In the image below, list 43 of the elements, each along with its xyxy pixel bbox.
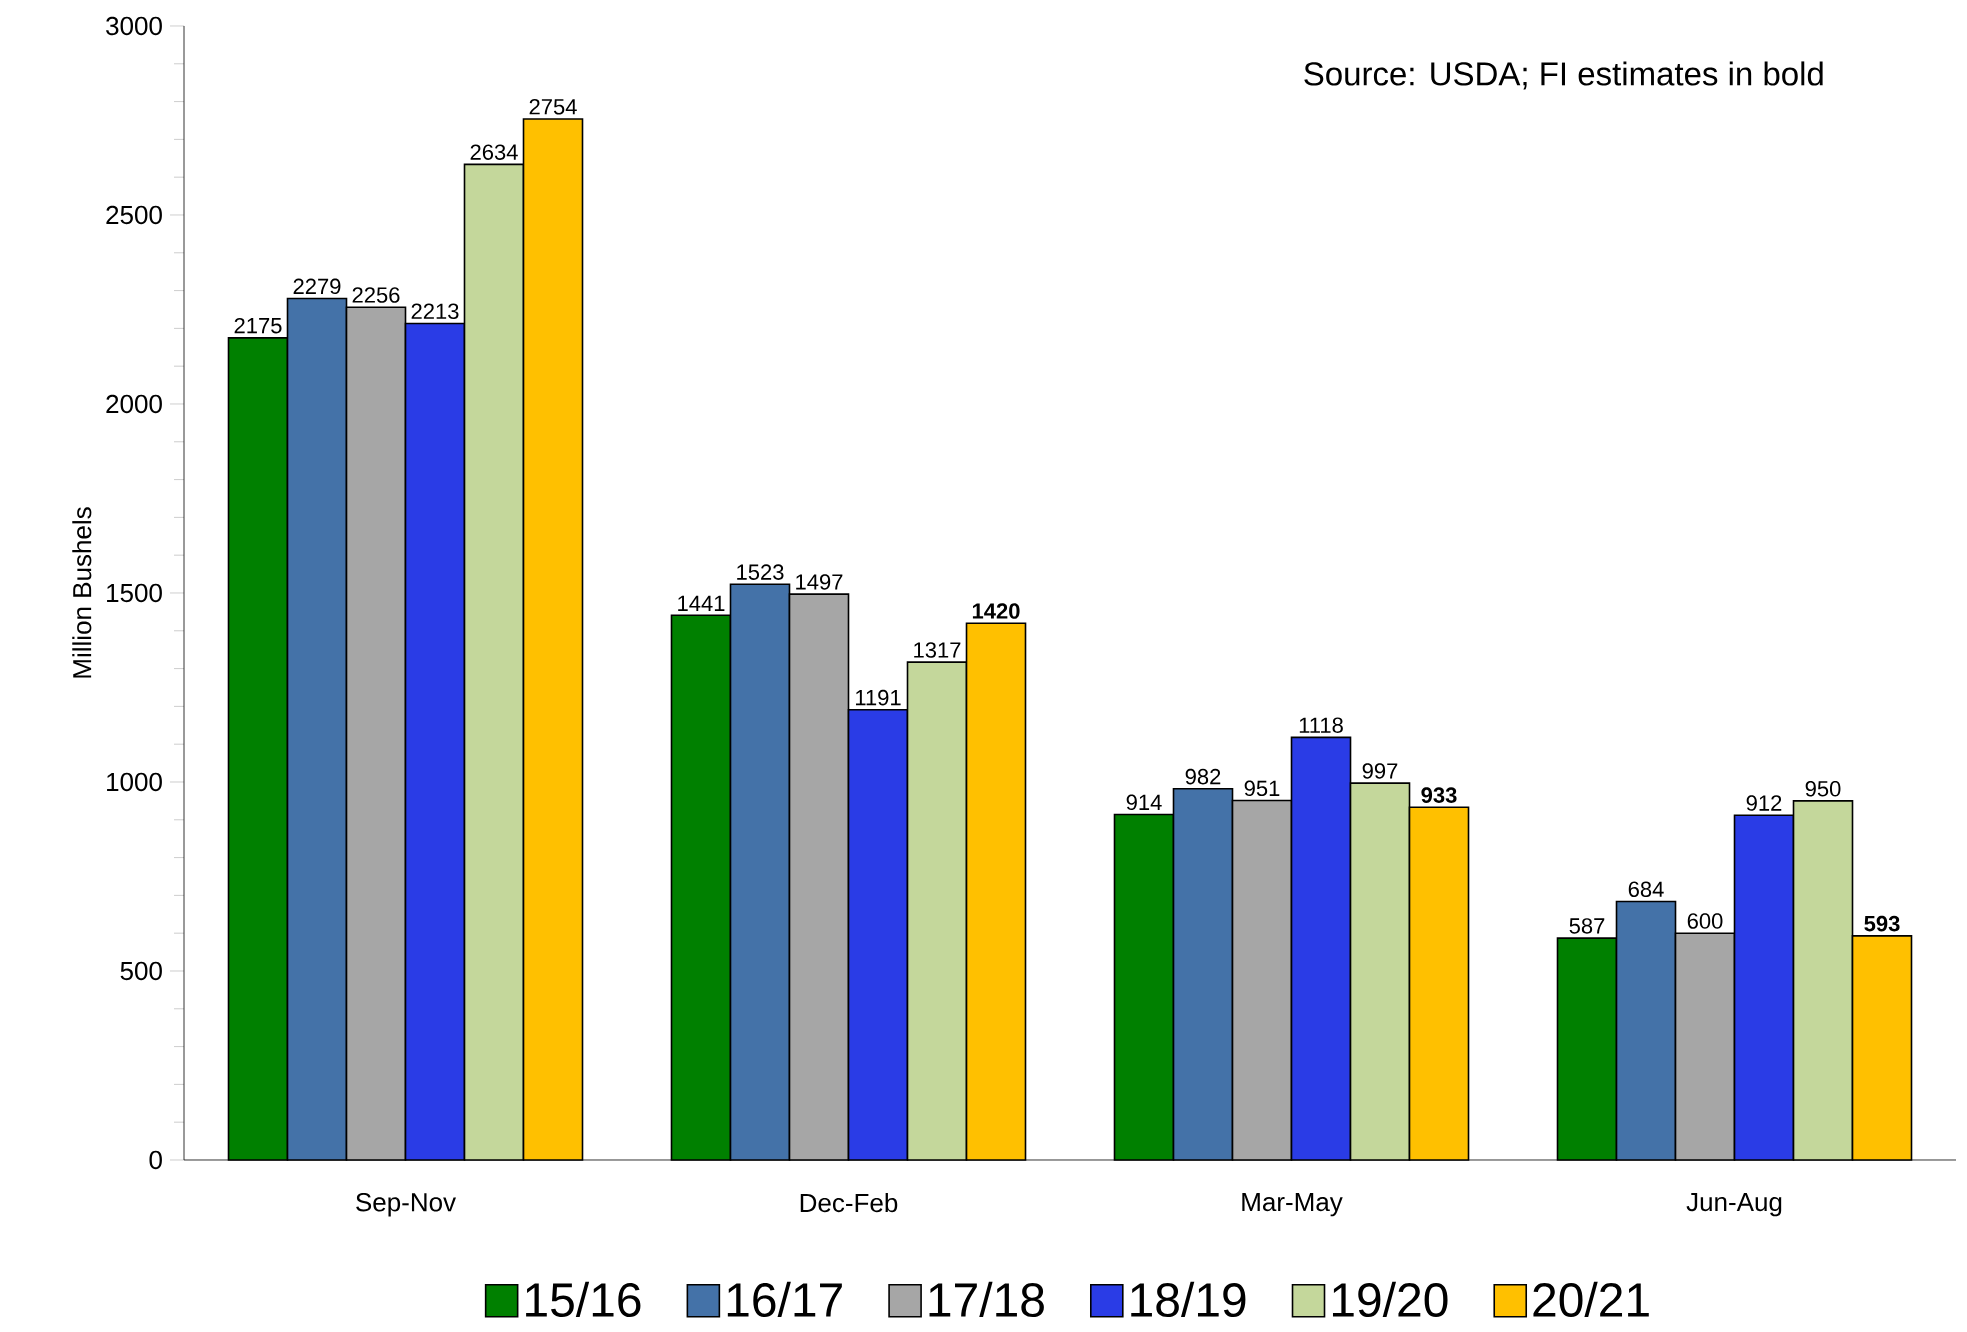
annotation: Source: USDA; FI estimates in bold — [1304, 61, 1823, 90]
data-label: 587 — [1569, 918, 1605, 934]
y-tick-label: 3000 — [106, 16, 162, 36]
data-label: 1497 — [796, 574, 843, 590]
data-label: 2634 — [470, 144, 518, 160]
data-label: 982 — [1185, 768, 1221, 785]
data-label: 2213 — [411, 303, 459, 320]
data-label: 951 — [1244, 780, 1280, 797]
legend-label: 17/18 — [929, 1281, 1044, 1318]
legend-label: 15/16 — [526, 1281, 641, 1318]
data-label: 593 — [1864, 915, 1900, 932]
data-label: 2279 — [293, 278, 341, 295]
data-label: 912 — [1746, 795, 1782, 811]
legend-label: 16/17 — [727, 1281, 842, 1318]
y-tick-label: 500 — [120, 961, 162, 981]
data-label: 2754 — [529, 99, 577, 115]
legend-label: 18/19 — [1131, 1281, 1246, 1318]
y-tick-label: 2000 — [106, 394, 162, 414]
y-axis-title: Million Bushels — [72, 507, 92, 678]
x-tick-label: Mar-May — [1242, 1193, 1343, 1217]
data-label: 1420 — [972, 603, 1020, 619]
y-tick-label: 0 — [149, 1150, 162, 1170]
legend-label: 20/21 — [1533, 1281, 1649, 1318]
data-label: 600 — [1687, 913, 1723, 929]
data-label: 1118 — [1299, 717, 1343, 733]
data-label: 933 — [1421, 787, 1457, 803]
data-label: 2256 — [352, 287, 400, 303]
data-label: 914 — [1126, 794, 1162, 811]
data-label: 1317 — [914, 642, 961, 658]
data-label: 997 — [1362, 763, 1398, 779]
legend-label: 19/20 — [1332, 1281, 1448, 1318]
data-label: 1523 — [737, 564, 784, 580]
x-tick-label: Sep-Nov — [356, 1193, 456, 1217]
data-label: 2175 — [234, 317, 282, 334]
y-tick-label: 1500 — [107, 583, 162, 603]
x-tick-label: Dec-Feb — [800, 1193, 898, 1213]
data-label: 684 — [1628, 881, 1664, 898]
y-tick-label: 1000 — [107, 772, 162, 792]
x-tick-label: Jun-Aug — [1686, 1193, 1782, 1217]
data-label: 950 — [1805, 780, 1841, 797]
data-label: 1191 — [856, 689, 901, 706]
y-tick-label: 2500 — [106, 205, 162, 225]
data-label: 1441 — [678, 595, 725, 611]
